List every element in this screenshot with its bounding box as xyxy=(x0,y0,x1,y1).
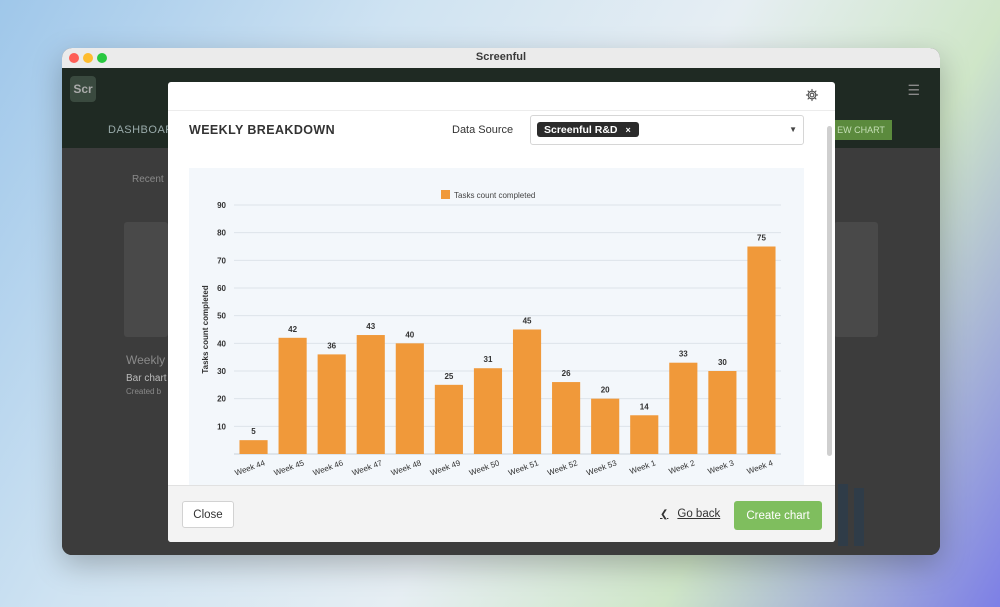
close-button[interactable]: Close xyxy=(182,501,234,528)
data-source-label: Data Source xyxy=(452,124,514,136)
scrollbar[interactable] xyxy=(827,126,832,456)
divider xyxy=(168,110,835,111)
bar xyxy=(356,335,385,454)
bar xyxy=(512,329,542,454)
create-chart-button[interactable]: Create chart xyxy=(734,501,822,530)
chevron-left-icon: ❮ xyxy=(660,508,669,520)
bar xyxy=(278,337,307,454)
x-tick-label: Week 4 xyxy=(746,458,775,476)
y-axis-label: Tasks count completed xyxy=(201,285,210,373)
background-card xyxy=(124,222,168,337)
data-label: 30 xyxy=(718,358,727,367)
bg-card-title: Weekly xyxy=(126,353,166,367)
bar xyxy=(239,440,268,454)
x-tick-label: Week 47 xyxy=(351,458,384,477)
data-label: 45 xyxy=(523,317,532,326)
data-source-select[interactable]: Screenful R&D × ▼ xyxy=(530,115,804,145)
y-tick-label: 10 xyxy=(217,422,226,431)
data-label: 5 xyxy=(251,427,256,436)
bar xyxy=(747,246,776,454)
legend-label: Tasks count completed xyxy=(454,191,535,200)
x-tick-label: Week 48 xyxy=(390,458,423,477)
x-tick-label: Week 50 xyxy=(468,458,501,477)
new-chart-button[interactable]: EW CHART xyxy=(830,120,892,140)
close-window-button[interactable] xyxy=(69,53,79,63)
data-label: 31 xyxy=(484,355,493,364)
app-window: Screenful Scr DASHBOARD EW CHART ☰ Recen… xyxy=(62,48,940,555)
y-tick-label: 80 xyxy=(217,229,226,238)
x-tick-label: Week 53 xyxy=(585,458,618,477)
chart-preview: 10 20 30 40 50 60 70 80 90 Tasks count completed T… xyxy=(189,168,804,486)
x-tick-label: Week 49 xyxy=(429,458,462,477)
x-tick-label: Week 44 xyxy=(234,458,267,477)
y-tick-label: 40 xyxy=(217,339,226,348)
bar xyxy=(708,371,737,454)
x-tick-label: Week 2 xyxy=(668,458,697,476)
go-back-label: Go back xyxy=(677,508,721,520)
data-label: 36 xyxy=(327,341,336,350)
window-title: Screenful xyxy=(475,51,527,63)
dashboard-nav[interactable]: DASHBOARD xyxy=(108,124,183,136)
data-label: 20 xyxy=(601,386,610,395)
background-card xyxy=(834,222,878,337)
minimize-window-button[interactable] xyxy=(83,53,93,63)
menu-icon[interactable]: ☰ xyxy=(907,82,920,98)
data-label: 43 xyxy=(366,322,375,331)
go-back-link[interactable]: ❮ Go back xyxy=(660,508,720,520)
modal-footer: Close ❮ Go back Create chart xyxy=(168,485,835,542)
y-tick-label: 90 xyxy=(217,201,226,210)
bar-chart: 10 20 30 40 50 60 70 80 90 Tasks count completed T… xyxy=(201,190,781,478)
x-tick-label: Week 52 xyxy=(546,458,579,477)
bg-card-subtitle: Bar chart xyxy=(126,373,167,384)
y-tick-label: 70 xyxy=(217,256,226,265)
y-tick-label: 30 xyxy=(217,367,226,376)
x-tick-label: Week 51 xyxy=(507,458,540,477)
x-tick-label: Week 3 xyxy=(707,458,736,476)
modal-title: WEEKLY BREAKDOWN xyxy=(189,123,335,137)
app-logo[interactable]: Scr xyxy=(70,76,96,102)
data-label: 42 xyxy=(288,325,297,334)
data-label: 25 xyxy=(444,372,453,381)
data-label: 75 xyxy=(757,234,766,243)
bar xyxy=(473,368,503,454)
y-tick-label: 60 xyxy=(217,284,226,293)
create-chart-modal: WEEKLY BREAKDOWN Data Source Screenful R… xyxy=(168,82,835,542)
bar xyxy=(434,384,463,454)
zoom-window-button[interactable] xyxy=(97,53,107,63)
data-source-tag-label: Screenful R&D xyxy=(544,123,618,136)
legend-swatch xyxy=(441,190,450,199)
data-label: 26 xyxy=(562,369,571,378)
close-icon[interactable]: × xyxy=(625,124,631,135)
background-bar xyxy=(854,488,864,546)
bar xyxy=(591,398,620,454)
data-label: 40 xyxy=(405,330,414,339)
background-bar xyxy=(838,484,848,546)
bar xyxy=(395,343,424,454)
data-label: 14 xyxy=(640,402,649,411)
x-tick-label: Week 1 xyxy=(628,458,657,476)
bar xyxy=(630,415,659,454)
bar xyxy=(552,382,581,454)
x-tick-label: Week 46 xyxy=(312,458,345,477)
gear-icon[interactable] xyxy=(805,88,819,102)
y-tick-label: 20 xyxy=(217,395,226,404)
bg-card-meta: Created b xyxy=(126,387,162,396)
bar xyxy=(317,354,346,454)
bar xyxy=(669,362,698,454)
data-label: 33 xyxy=(679,350,688,359)
data-source-tag: Screenful R&D × xyxy=(537,122,639,137)
recent-label: Recent xyxy=(132,174,164,185)
y-tick-label: 50 xyxy=(217,312,226,321)
chevron-down-icon[interactable]: ▼ xyxy=(789,125,797,134)
x-tick-label: Week 45 xyxy=(273,458,306,477)
title-bar: Screenful xyxy=(62,48,940,69)
